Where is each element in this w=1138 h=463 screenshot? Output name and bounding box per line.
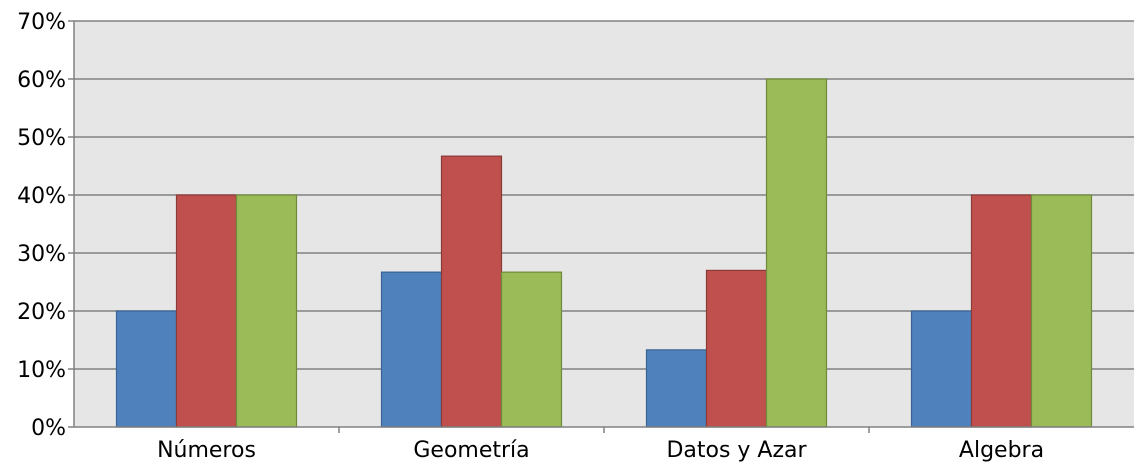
y-tick-label: 20% [17,300,66,325]
x-tick-labels: Números Geometría Datos y Azar Algebra [157,427,1044,463]
bar [970,194,1033,428]
bar [440,155,503,428]
bar [910,310,973,428]
y-tick-label: 70% [17,10,66,35]
bar [765,78,828,428]
bar [235,194,298,428]
x-category-label: Geometría [413,438,529,463]
bar [115,310,178,428]
y-tick-labels: 0% 10% 20% 30% 40% 50% 60% 70% [17,10,74,441]
bar [1030,194,1093,428]
x-category-label: Algebra [959,438,1044,463]
y-tick-label: 60% [17,68,66,93]
bar [380,271,443,428]
bar [705,269,768,428]
bar [645,349,708,428]
x-category-label: Números [157,438,256,463]
y-tick-label: 0% [31,416,66,441]
bar [175,194,238,428]
y-tick-label: 30% [17,242,66,267]
bar [500,271,563,428]
y-tick-label: 40% [17,184,66,209]
y-tick-label: 50% [17,126,66,151]
y-tick-label: 10% [17,358,66,383]
x-category-label: Datos y Azar [666,438,807,463]
